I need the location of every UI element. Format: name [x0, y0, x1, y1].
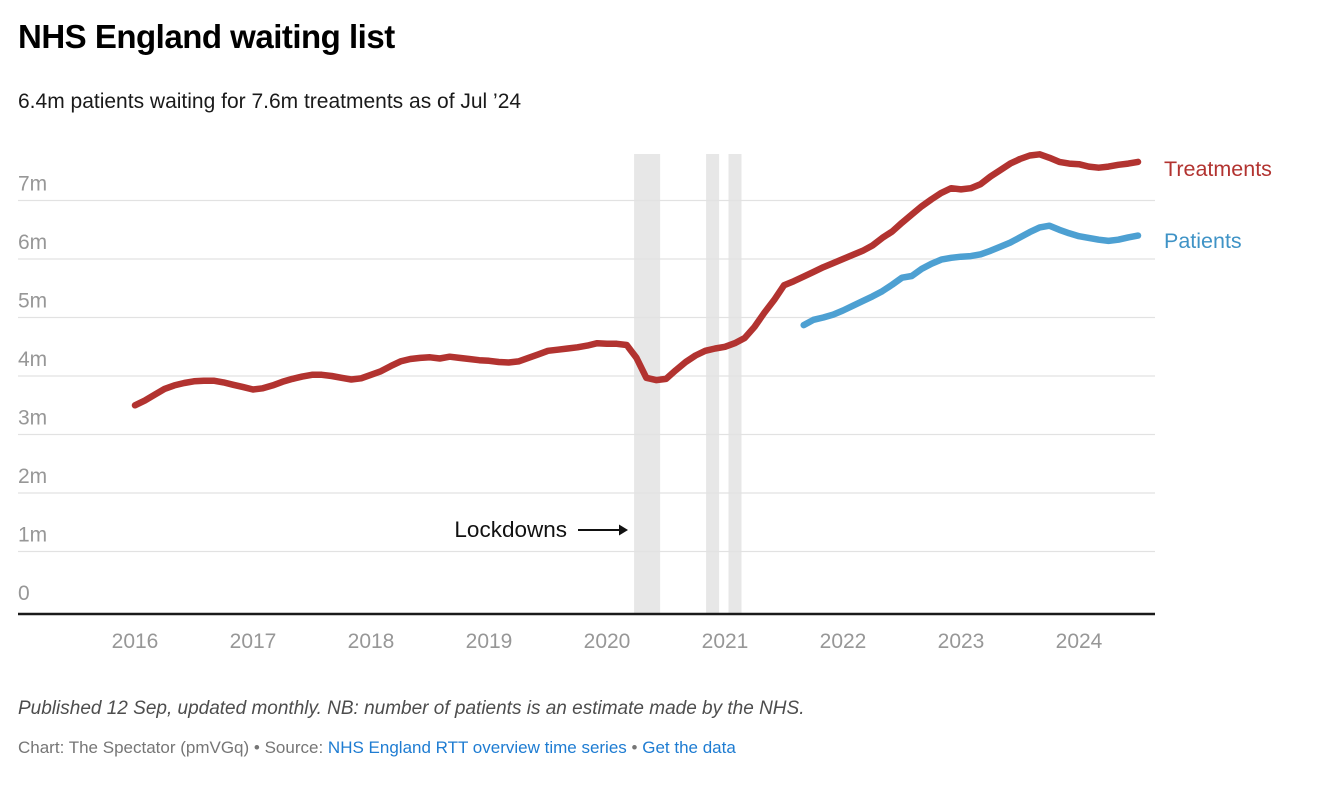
y-axis-label: 0: [18, 582, 30, 605]
y-axis-label: 7m: [18, 173, 47, 196]
x-axis-label: 2021: [702, 630, 749, 653]
lockdowns-annotation: Lockdowns: [454, 517, 567, 542]
chart-subtitle: 6.4m patients waiting for 7.6m treatment…: [18, 90, 522, 113]
chart-area: 7m 6m 5m 4m 3m 2m 1m 0 2016 2017 2018 2019 2020 2021…: [0, 140, 1318, 665]
y-axis-label: 4m: [18, 348, 47, 371]
y-axis-label: 3m: [18, 407, 47, 430]
bullet-separator: •: [253, 738, 260, 757]
y-axis-label: 6m: [18, 231, 47, 254]
bullet-separator: •: [631, 738, 638, 757]
patients-line: [800, 222, 1142, 329]
chart-title: NHS England waiting list: [18, 18, 395, 55]
x-axis-label: 2023: [938, 630, 985, 653]
x-axis-label: 2019: [466, 630, 513, 653]
y-axis-label: 1m: [18, 524, 47, 547]
x-axis-label: 2024: [1056, 630, 1103, 653]
y-axis-label: 5m: [18, 290, 47, 313]
treatments-line: [131, 151, 1142, 409]
treatments-label: Treatments: [1164, 157, 1272, 181]
x-axis-label: 2022: [820, 630, 867, 653]
series-lines-group: [131, 151, 1142, 409]
y-axis-labels-group: 7m 6m 5m 4m 3m 2m 1m 0: [18, 173, 47, 606]
x-axis-labels-group: 2016 2017 2018 2019 2020 2021 2022 2023 2024: [112, 630, 1103, 653]
gridlines-group: [18, 199, 1155, 553]
lockdown-band: [706, 154, 720, 614]
patients-label: Patients: [1164, 229, 1242, 253]
source-link[interactable]: NHS England RTT overview time series: [327, 738, 627, 757]
source-label: Source:: [264, 738, 324, 757]
lockdowns-arrow-icon: [578, 524, 628, 536]
lockdown-band: [728, 154, 742, 614]
lockdown-bands-group: [634, 154, 742, 614]
credit-text: Chart: The Spectator (pmVGq): [18, 738, 250, 757]
x-axis-label: 2016: [112, 630, 159, 653]
lockdown-band: [634, 154, 661, 614]
line-chart: 7m 6m 5m 4m 3m 2m 1m 0 2016 2017 2018 2019 2020 2021…: [18, 151, 1272, 653]
footer-credit: Chart: The Spectator (pmVGq) • Source: N…: [18, 738, 1218, 758]
x-axis-label: 2020: [584, 630, 631, 653]
get-data-link[interactable]: Get the data: [642, 738, 736, 757]
x-axis-label: 2017: [230, 630, 277, 653]
x-axis-label: 2018: [348, 630, 395, 653]
footer-note: Published 12 Sep, updated monthly. NB: n…: [18, 698, 805, 719]
y-axis-label: 2m: [18, 465, 47, 488]
